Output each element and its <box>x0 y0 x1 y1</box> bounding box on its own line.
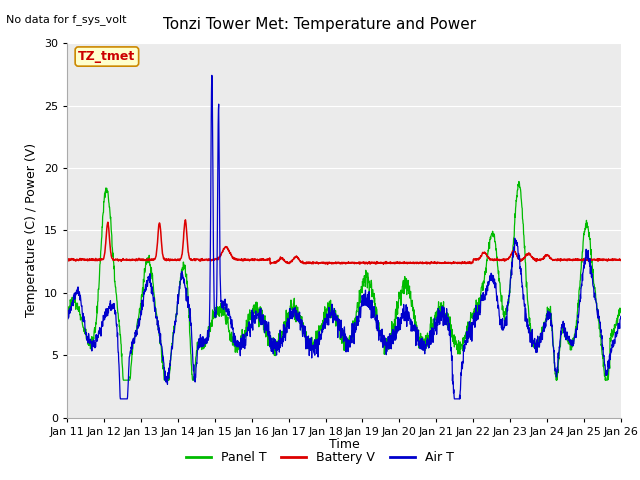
Air T <box>63 318 71 324</box>
Battery V <box>601 257 609 263</box>
Panel T <box>333 321 340 327</box>
Air T <box>319 328 326 334</box>
Air T <box>208 72 216 78</box>
Line: Air T: Air T <box>67 75 621 399</box>
Air T <box>333 315 340 321</box>
Air T <box>602 366 609 372</box>
Battery V <box>63 257 71 263</box>
Line: Panel T: Panel T <box>67 181 621 380</box>
Panel T <box>318 321 326 326</box>
Battery V <box>333 260 340 266</box>
Air T <box>601 362 609 368</box>
Y-axis label: Temperature (C) / Power (V): Temperature (C) / Power (V) <box>26 144 38 317</box>
Battery V <box>318 260 326 265</box>
Battery V <box>617 257 625 263</box>
Text: No data for f_sys_volt: No data for f_sys_volt <box>6 14 127 25</box>
Battery V <box>92 256 99 262</box>
Panel T <box>601 372 609 377</box>
Air T <box>116 396 124 402</box>
Air T <box>617 313 625 319</box>
Line: Battery V: Battery V <box>67 220 621 264</box>
Text: TZ_tmet: TZ_tmet <box>78 50 136 63</box>
Battery V <box>182 217 189 223</box>
Air T <box>92 344 99 349</box>
Panel T <box>500 312 508 318</box>
X-axis label: Time: Time <box>328 438 360 451</box>
Battery V <box>324 262 332 267</box>
Legend: Panel T, Battery V, Air T: Panel T, Battery V, Air T <box>181 446 459 469</box>
Battery V <box>500 256 508 262</box>
Battery V <box>602 257 609 263</box>
Air T <box>500 325 508 331</box>
Panel T <box>617 310 625 315</box>
Text: Tonzi Tower Met: Temperature and Power: Tonzi Tower Met: Temperature and Power <box>163 17 477 32</box>
Panel T <box>515 179 523 184</box>
Panel T <box>92 327 99 333</box>
Panel T <box>602 377 609 383</box>
Panel T <box>63 308 71 314</box>
Panel T <box>120 377 127 383</box>
